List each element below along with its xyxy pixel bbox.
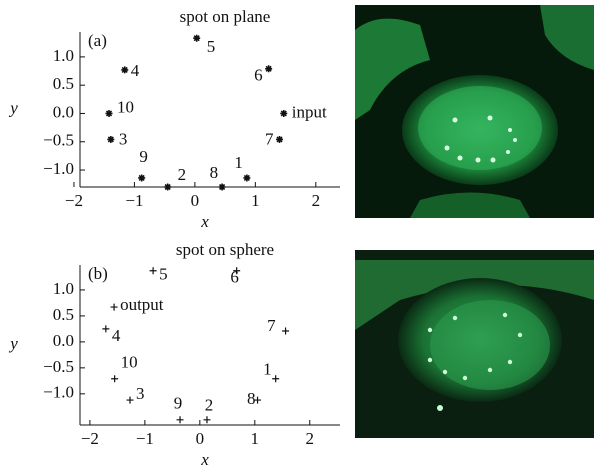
point [272, 375, 279, 382]
scatter-panel: spot on plane (a) x y −2 −1 0 1 2 1.0 0.5 0.0 −0.5 −1… [8, 7, 340, 231]
point [138, 174, 145, 181]
point-label: 2 [205, 396, 214, 415]
x-axis-label: x [200, 450, 209, 469]
y-tick-label: −0.5 [43, 357, 74, 376]
point-label: 8 [210, 163, 219, 182]
y-axis-label: y [8, 98, 18, 117]
panel-label: (b) [88, 264, 108, 283]
point [243, 174, 250, 181]
point-label: 10 [117, 97, 134, 116]
point [203, 416, 210, 423]
x-tick-label: 2 [312, 191, 321, 210]
photo-sphere [355, 250, 594, 438]
y-tick-label: 0.5 [53, 305, 74, 324]
x-tick-label: 1 [251, 191, 260, 210]
chart-title: spot on sphere [176, 240, 274, 259]
point [111, 304, 118, 311]
y-tick-label: 0.0 [53, 102, 74, 121]
point-label: 3 [119, 129, 128, 148]
point [219, 184, 226, 191]
point [276, 136, 283, 143]
panel-label: (a) [88, 31, 107, 50]
point [111, 375, 118, 382]
point-label: 10 [121, 353, 138, 372]
point [265, 65, 272, 72]
point [280, 110, 287, 117]
point-label: 4 [112, 326, 121, 345]
point-label: input [292, 102, 327, 121]
point-label: 7 [267, 316, 276, 335]
point-label: 9 [174, 394, 183, 413]
y-tick-label: 0.0 [53, 331, 74, 350]
y-tick-label: −0.5 [43, 131, 74, 150]
y-tick-label: 1.0 [53, 46, 74, 65]
y-tick-label: −1.0 [43, 159, 74, 178]
x-tick-label: −1 [136, 429, 154, 448]
x-tick-label: −2 [81, 429, 99, 448]
point-label: 6 [254, 66, 263, 85]
y-tick-label: 1.0 [53, 279, 74, 298]
point-label: 5 [207, 37, 216, 56]
x-tick-label: 1 [251, 429, 260, 448]
point-label: 1 [234, 153, 243, 172]
point-label: 7 [265, 129, 274, 148]
point [102, 325, 109, 332]
point [282, 327, 289, 334]
scatter-panel: spot on sphere (b) x y −2 −1 0 1 2 1.0 0.5 0.0 −0.5 −… [8, 240, 340, 469]
x-tick-label: 0 [191, 191, 200, 210]
point-label: 9 [139, 147, 148, 166]
point [177, 416, 184, 423]
point [106, 110, 113, 117]
point-label: output [120, 295, 164, 314]
x-tick-label: 0 [196, 429, 205, 448]
y-axis-label: y [8, 334, 18, 353]
point [164, 184, 171, 191]
point [150, 267, 157, 274]
point [193, 35, 200, 42]
chart-title: spot on plane [180, 7, 271, 26]
page: spot on plane (a) x y −2 −1 0 1 2 1.0 0.5 0.0 −0.5 −1… [0, 0, 594, 472]
photo-plane [355, 5, 594, 218]
x-tick-label: −2 [65, 191, 83, 210]
point [121, 66, 128, 73]
point-label: 5 [159, 265, 168, 284]
y-tick-label: 0.5 [53, 74, 74, 93]
point-label: 2 [178, 165, 187, 184]
x-axis-label: x [200, 212, 209, 231]
figure: spot on plane (a) x y −2 −1 0 1 2 1.0 0.5 0.0 −0.5 −1… [0, 0, 594, 472]
point-label: 3 [136, 384, 145, 403]
point-label: 1 [263, 360, 272, 379]
point-label: 4 [131, 61, 140, 80]
point-label: 6 [230, 268, 239, 287]
x-tick-label: −1 [125, 191, 143, 210]
y-tick-label: −1.0 [43, 383, 74, 402]
point [127, 397, 134, 404]
point-label: 8 [247, 389, 256, 408]
point [107, 136, 114, 143]
x-tick-label: 2 [306, 429, 315, 448]
